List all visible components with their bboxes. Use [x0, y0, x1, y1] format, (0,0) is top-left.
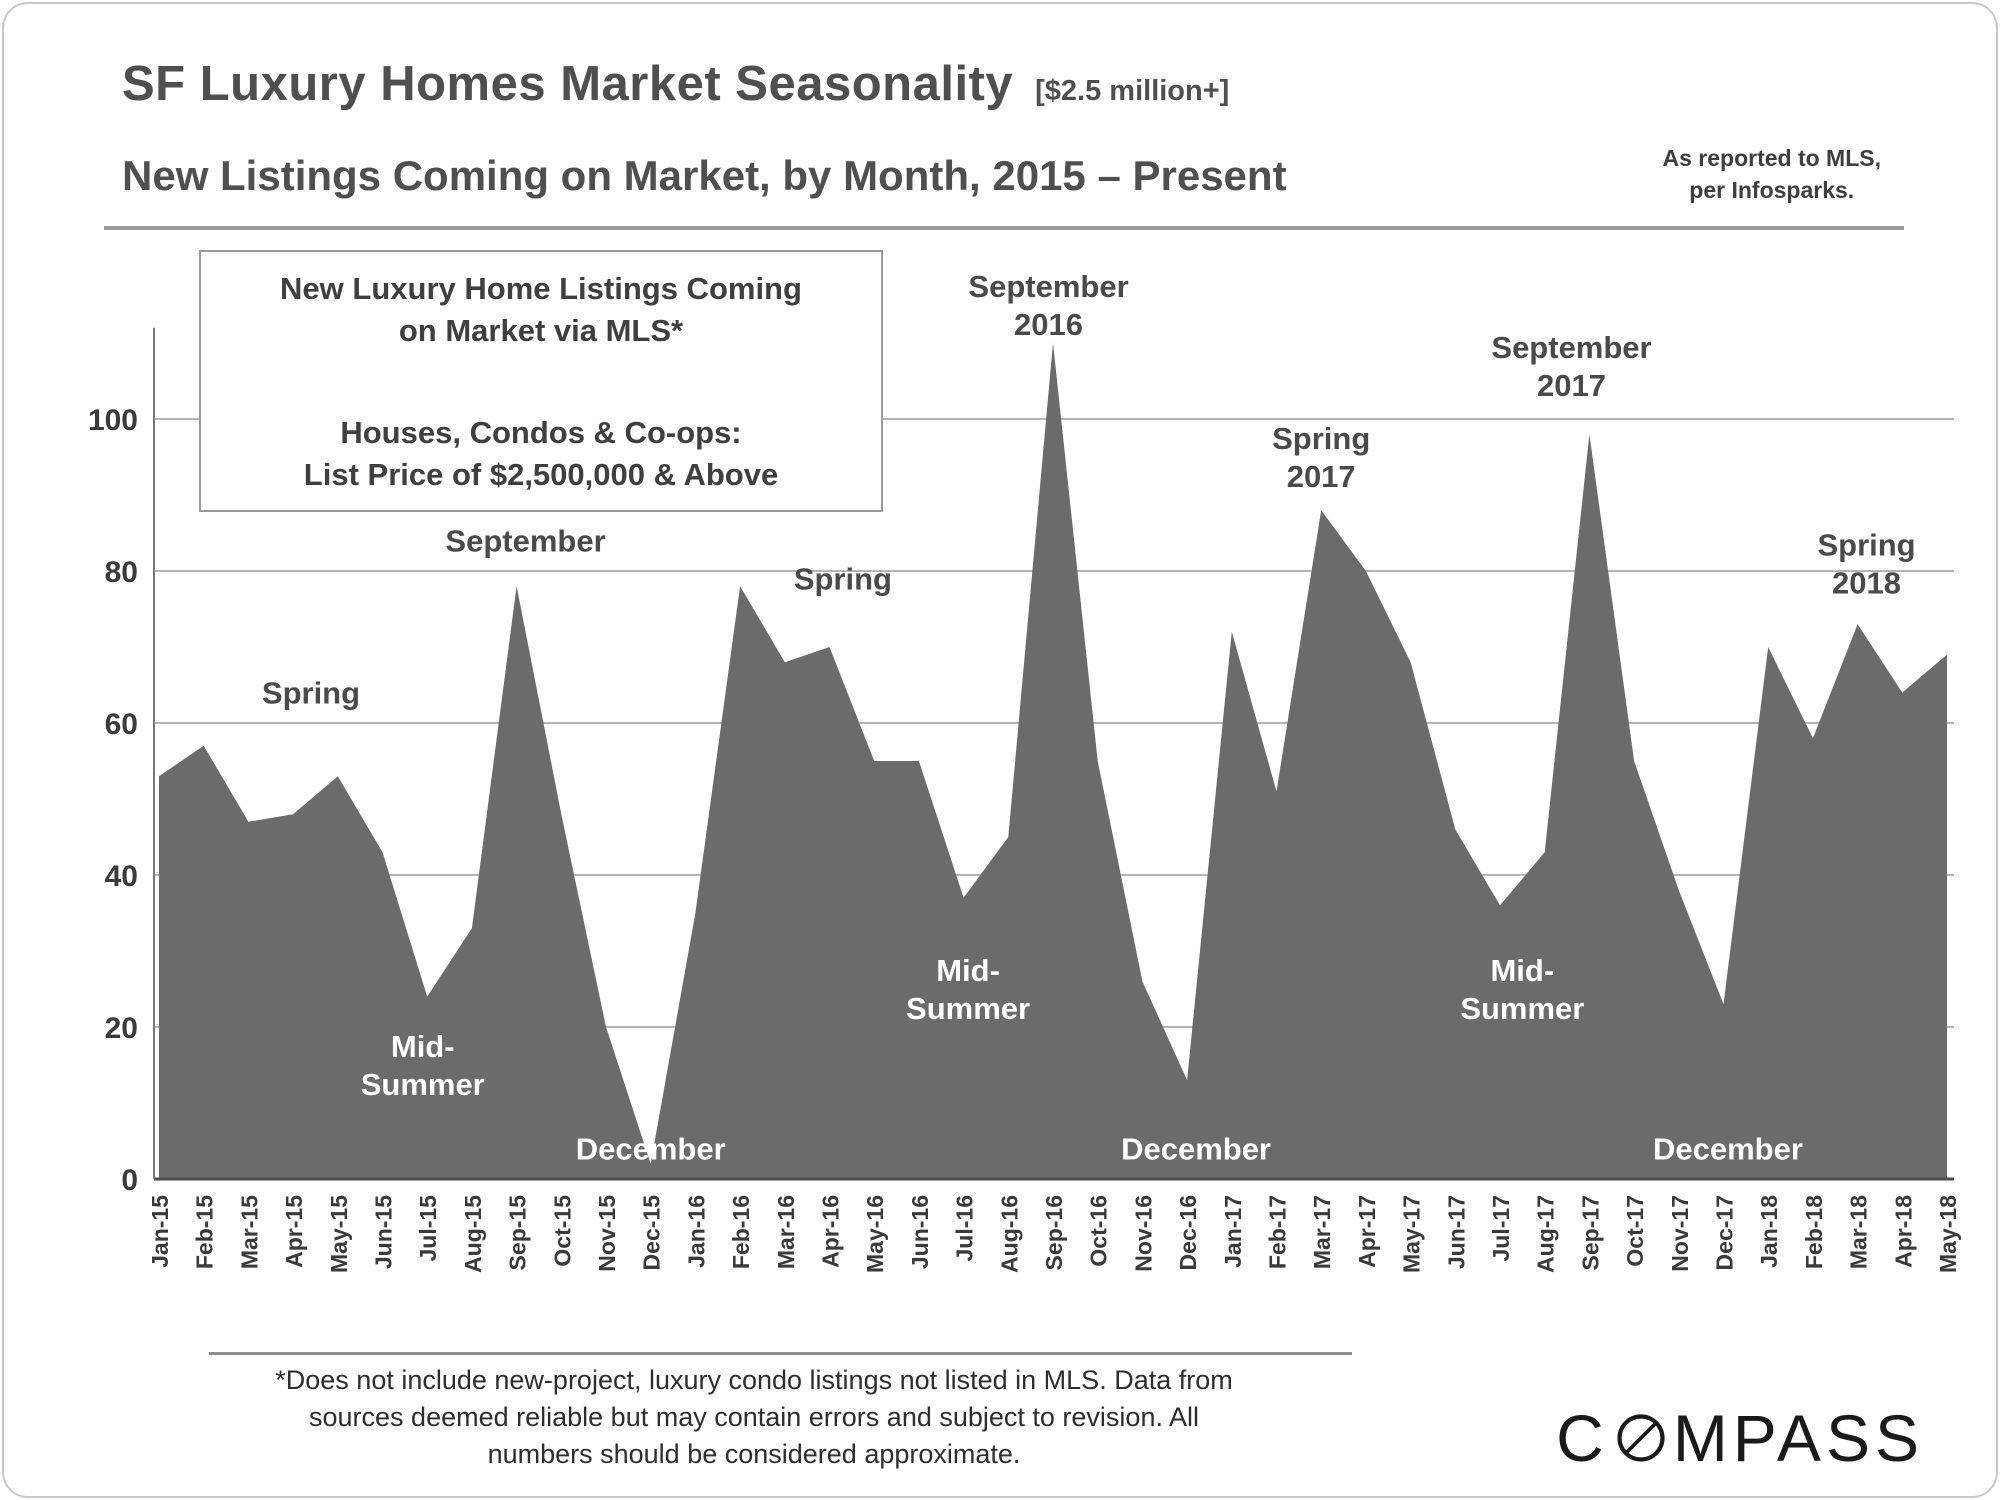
x-tick-label: Feb-16: [728, 1195, 754, 1269]
footnote-line2: sources deemed reliable but may contain …: [309, 1402, 1199, 1432]
x-tick-label: Jan-16: [683, 1195, 709, 1268]
source-note: As reported to MLS, per Infosparks.: [1662, 142, 1881, 206]
y-tick-label: 0: [121, 1164, 138, 1197]
x-tick-label: Jul-17: [1488, 1195, 1514, 1261]
x-tick-label: May-16: [862, 1195, 888, 1273]
x-tick-label: Jun-15: [371, 1195, 397, 1269]
x-tick-label: Feb-15: [192, 1195, 218, 1269]
x-tick-label: Nov-16: [1130, 1195, 1156, 1272]
x-tick-label: May-17: [1399, 1195, 1425, 1273]
annotation-september-2017: 2017: [1537, 368, 1606, 403]
x-tick-label: Dec-15: [639, 1195, 665, 1271]
x-tick-label: Jan-17: [1220, 1195, 1246, 1268]
annotation-spring-2018: Spring: [1817, 527, 1915, 562]
y-tick-label: 100: [88, 404, 138, 437]
x-tick-label: Sep-15: [505, 1195, 531, 1271]
annotation-december-2017: December: [1653, 1132, 1803, 1167]
logo-text-c: C: [1556, 1401, 1609, 1475]
annotation-spring-2017: Spring: [1272, 421, 1370, 456]
annotation-mid-summer-2017: Summer: [1460, 991, 1584, 1026]
x-tick-label: Apr-17: [1354, 1195, 1380, 1268]
seasonality-area-chart: 0 20 40 60 80 100 Jan-15 Feb-15 Mar-15 Apr-15 May-…: [88, 269, 1961, 1273]
footnote-line3: numbers should be considered approximate…: [487, 1439, 1021, 1469]
infobox-line2: on Market via MLS*: [398, 313, 684, 348]
source-note-line1: As reported to MLS,: [1662, 145, 1881, 171]
page-subtitle: New Listings Coming on Market, by Month,…: [122, 152, 1287, 199]
footnote: *Does not include new-project, luxury co…: [209, 1362, 1299, 1473]
y-tick-label: 20: [105, 1012, 138, 1045]
annotation-september-2016: September: [968, 269, 1128, 304]
x-tick-label: Jun-17: [1443, 1195, 1469, 1269]
x-tick-label: Oct-17: [1622, 1195, 1648, 1267]
annotation-september-2015: September: [445, 524, 605, 559]
annotation-spring-2016: Spring: [794, 562, 892, 597]
area-series: [159, 343, 1947, 1179]
x-tick-label: Apr-16: [818, 1195, 844, 1268]
compass-o-icon: [1617, 1414, 1665, 1462]
source-note-line2: per Infosparks.: [1689, 177, 1855, 203]
header-divider: [104, 226, 1904, 230]
x-tick-label: Apr-18: [1890, 1195, 1916, 1268]
x-tick-label: Jul-16: [952, 1195, 978, 1261]
annotation-mid-summer-2016: Summer: [906, 991, 1030, 1026]
x-tick-label: Jan-18: [1756, 1195, 1782, 1268]
x-tick-label: Jul-15: [415, 1195, 441, 1262]
price-tag: [$2.5 million+]: [1035, 75, 1230, 107]
x-tick-label: Aug-17: [1533, 1195, 1559, 1273]
annotation-december-2015: December: [576, 1132, 726, 1167]
annotation-mid-summer-2015: Summer: [361, 1067, 485, 1102]
x-tick-label: Mar-16: [773, 1195, 799, 1269]
x-tick-label: Feb-17: [1265, 1195, 1291, 1269]
x-tick-label: Mar-18: [1846, 1195, 1872, 1269]
y-tick-label: 40: [105, 860, 138, 893]
x-tick-label: Oct-16: [1086, 1195, 1112, 1267]
y-tick-label: 60: [105, 708, 138, 741]
annotation-spring-2015: Spring: [262, 676, 360, 711]
x-tick-label: Mar-15: [236, 1195, 262, 1269]
x-tick-label: Aug-15: [460, 1195, 486, 1273]
logo-text-mpass: MPASS: [1672, 1401, 1924, 1475]
footnote-divider: [209, 1352, 1352, 1355]
annotation-mid-summer-2015: Mid-: [391, 1029, 455, 1064]
infobox-line3: Houses, Condos & Co-ops:: [340, 415, 742, 450]
x-tick-label: Dec-17: [1712, 1195, 1738, 1270]
annotation-mid-summer-2016: Mid-: [936, 953, 1000, 988]
x-tick-label: Jan-15: [147, 1195, 173, 1268]
x-tick-label: May-15: [326, 1195, 352, 1273]
x-tick-label: Sep-16: [1041, 1195, 1067, 1270]
chart-infobox: New Luxury Home Listings Coming on Marke…: [199, 250, 883, 512]
page-title: SF Luxury Homes Market Seasonality: [122, 57, 1014, 111]
x-tick-label: Apr-15: [281, 1195, 307, 1268]
x-tick-label: Nov-15: [594, 1195, 620, 1272]
x-tick-label: May-18: [1935, 1195, 1961, 1273]
x-tick-label: Nov-17: [1667, 1195, 1693, 1272]
annotation-mid-summer-2017: Mid-: [1490, 953, 1554, 988]
annotation-spring-2018: 2018: [1832, 565, 1901, 600]
annotation-september-2017: September: [1491, 330, 1651, 365]
infobox-line4: List Price of $2,500,000 & Above: [303, 457, 779, 492]
infobox-spacer: [211, 352, 871, 412]
annotation-september-2016: 2016: [1014, 307, 1083, 342]
x-tick-label: Feb-18: [1801, 1195, 1827, 1269]
footnote-line1: *Does not include new-project, luxury co…: [275, 1365, 1233, 1395]
annotation-spring-2017: 2017: [1287, 459, 1356, 494]
x-tick-label: Sep-17: [1577, 1195, 1603, 1270]
annotation-december-2016: December: [1121, 1132, 1271, 1167]
x-tick-label: Dec-16: [1175, 1195, 1201, 1270]
page-title-row: SF Luxury Homes Market Seasonality [$2.5…: [122, 56, 1229, 112]
infobox-line1: New Luxury Home Listings Coming: [280, 271, 802, 306]
x-tick-label: Jun-16: [907, 1195, 933, 1269]
y-tick-label: 80: [105, 556, 138, 589]
x-tick-label: Aug-16: [996, 1195, 1022, 1273]
compass-logo: C MPASS: [1556, 1400, 1924, 1476]
x-tick-label: Mar-17: [1309, 1195, 1335, 1269]
x-tick-label: Oct-15: [549, 1195, 575, 1267]
